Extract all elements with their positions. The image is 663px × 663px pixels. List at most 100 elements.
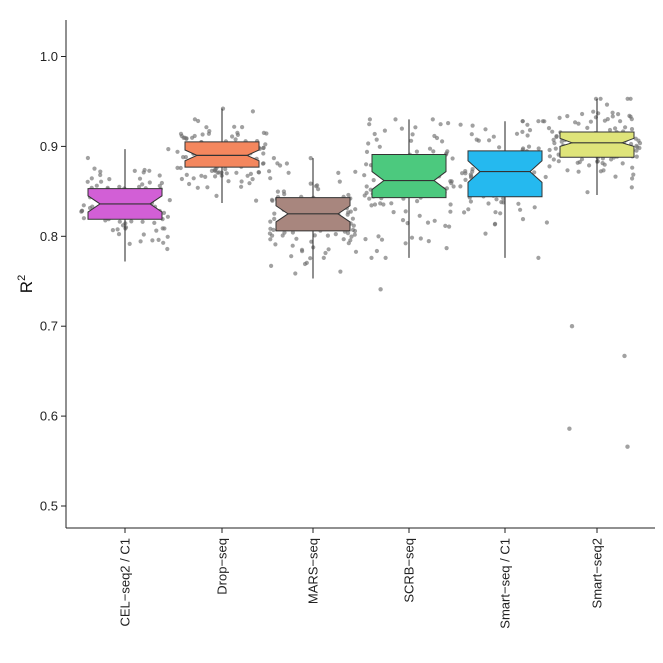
data-point <box>349 234 354 239</box>
data-point <box>542 119 547 124</box>
data-point <box>268 226 273 231</box>
data-point <box>463 169 468 174</box>
data-point <box>337 179 342 184</box>
data-point <box>573 120 578 125</box>
data-point <box>293 271 298 276</box>
data-point <box>326 247 331 252</box>
data-point <box>267 169 272 174</box>
data-point <box>372 131 377 137</box>
data-point <box>585 190 590 195</box>
data-point <box>634 148 639 153</box>
data-point <box>556 159 561 164</box>
data-point <box>432 133 437 139</box>
data-point <box>98 169 103 174</box>
data-point <box>147 168 152 173</box>
data-point <box>336 170 341 175</box>
data-point <box>85 155 90 161</box>
data-point <box>192 117 197 122</box>
data-point <box>627 113 632 118</box>
data-point <box>629 127 635 132</box>
data-point <box>559 139 564 144</box>
data-point <box>212 168 218 173</box>
data-point <box>116 232 122 237</box>
data-point <box>290 230 295 235</box>
data-point <box>579 157 585 162</box>
data-point <box>140 182 145 187</box>
data-point <box>374 248 379 254</box>
data-point <box>250 109 255 114</box>
data-point <box>409 235 415 240</box>
data-point <box>178 165 183 171</box>
data-point <box>90 204 95 209</box>
data-point <box>183 155 188 160</box>
data-point <box>551 137 556 142</box>
data-point <box>256 170 262 175</box>
data-point <box>565 168 570 173</box>
data-point <box>565 114 570 119</box>
data-point <box>364 162 369 167</box>
data-point <box>635 145 640 150</box>
data-point <box>382 128 387 133</box>
data-point <box>462 210 467 215</box>
data-point <box>192 133 197 139</box>
data-point <box>275 161 280 166</box>
x-axis: CEL−seq2 / C1 Drop−seq MARS−seq SCRB−seq Sma… <box>66 527 655 629</box>
data-point <box>546 126 552 131</box>
data-point <box>92 166 97 171</box>
data-point <box>167 198 172 203</box>
data-point <box>142 167 147 173</box>
data-point <box>399 126 404 131</box>
data-point <box>89 176 94 181</box>
data-point <box>187 181 192 187</box>
data-point <box>284 161 289 166</box>
data-point <box>469 132 474 137</box>
data-point <box>156 237 161 242</box>
data-point <box>444 246 449 251</box>
data-point <box>446 121 451 126</box>
data-point <box>272 211 277 216</box>
data-point <box>362 173 367 178</box>
box <box>467 150 543 198</box>
data-point <box>413 125 418 130</box>
data-point <box>269 263 274 268</box>
data-point <box>449 179 454 184</box>
data-point <box>294 236 299 241</box>
data-point <box>595 159 600 164</box>
data-point <box>629 185 634 190</box>
data-point <box>526 144 532 149</box>
x-tick-label: Drop−seq <box>215 538 230 595</box>
data-point <box>282 230 287 235</box>
outlier-point <box>567 426 572 431</box>
data-point <box>544 220 550 225</box>
data-point <box>613 174 618 179</box>
data-point <box>367 196 372 201</box>
data-point <box>426 239 431 244</box>
data-point <box>323 250 328 256</box>
data-point <box>363 237 368 242</box>
data-point <box>378 201 383 206</box>
data-point <box>290 243 295 248</box>
data-point <box>630 176 635 181</box>
data-point <box>353 249 359 254</box>
data-point <box>250 177 255 182</box>
data-point <box>443 223 448 228</box>
data-point <box>470 123 475 128</box>
data-point <box>588 119 594 124</box>
data-point <box>451 184 456 189</box>
data-point <box>369 255 374 260</box>
data-point <box>362 193 367 198</box>
data-point <box>631 172 636 177</box>
data-point <box>514 131 520 136</box>
data-point <box>281 189 286 194</box>
data-point <box>352 232 357 237</box>
box-group <box>87 149 163 262</box>
data-point <box>316 187 321 192</box>
data-point <box>152 220 157 225</box>
data-point <box>85 179 90 184</box>
data-point <box>400 218 406 223</box>
data-point <box>383 255 388 260</box>
data-point <box>372 202 378 207</box>
data-point <box>181 135 186 140</box>
data-point <box>178 131 184 136</box>
data-point <box>345 212 350 217</box>
